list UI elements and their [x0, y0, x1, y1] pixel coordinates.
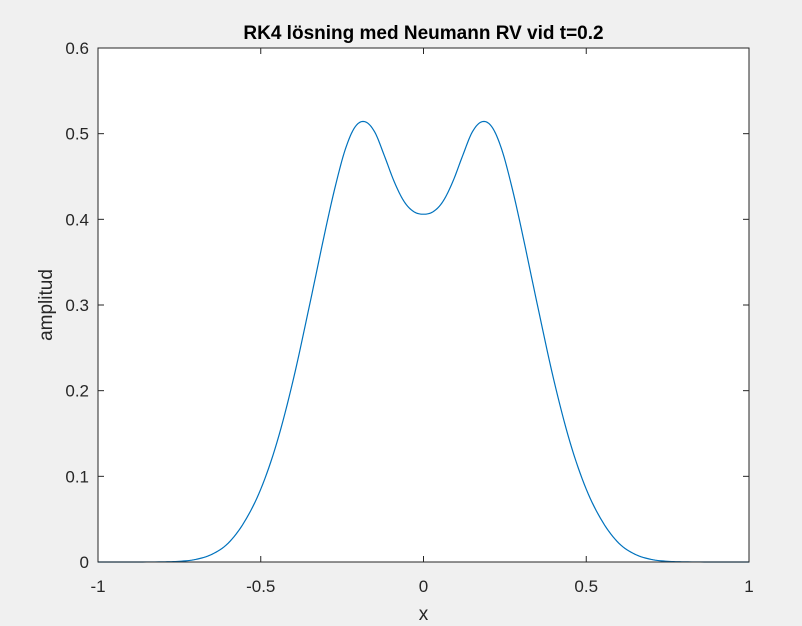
chart-title: RK4 lösning med Neumann RV vid t=0.2 [243, 23, 603, 44]
x-tick-label: 1 [744, 577, 753, 596]
y-tick-label: 0.6 [65, 39, 89, 58]
y-tick-label: 0.4 [65, 210, 89, 229]
y-tick-label: 0.5 [65, 125, 89, 144]
y-tick-label: 0 [80, 553, 89, 572]
y-tick-label: 0.2 [65, 382, 89, 401]
plot-area [98, 48, 749, 562]
tick-labels: -1 -0.5 0 0.5 1 0 0.1 0.2 0.3 0.4 0.5 0.6 [65, 39, 753, 596]
y-tick-label: 0.3 [65, 296, 89, 315]
x-axis-label: x [419, 604, 429, 625]
x-tick-label: -1 [90, 577, 105, 596]
x-tick-label: 0.5 [574, 577, 598, 596]
y-axis-label: amplitud [36, 269, 57, 341]
y-tick-label: 0.1 [65, 467, 89, 486]
x-tick-label: -0.5 [246, 577, 275, 596]
x-tick-label: 0 [419, 577, 428, 596]
axes-box [97, 47, 750, 563]
data-series-line [98, 120, 749, 563]
